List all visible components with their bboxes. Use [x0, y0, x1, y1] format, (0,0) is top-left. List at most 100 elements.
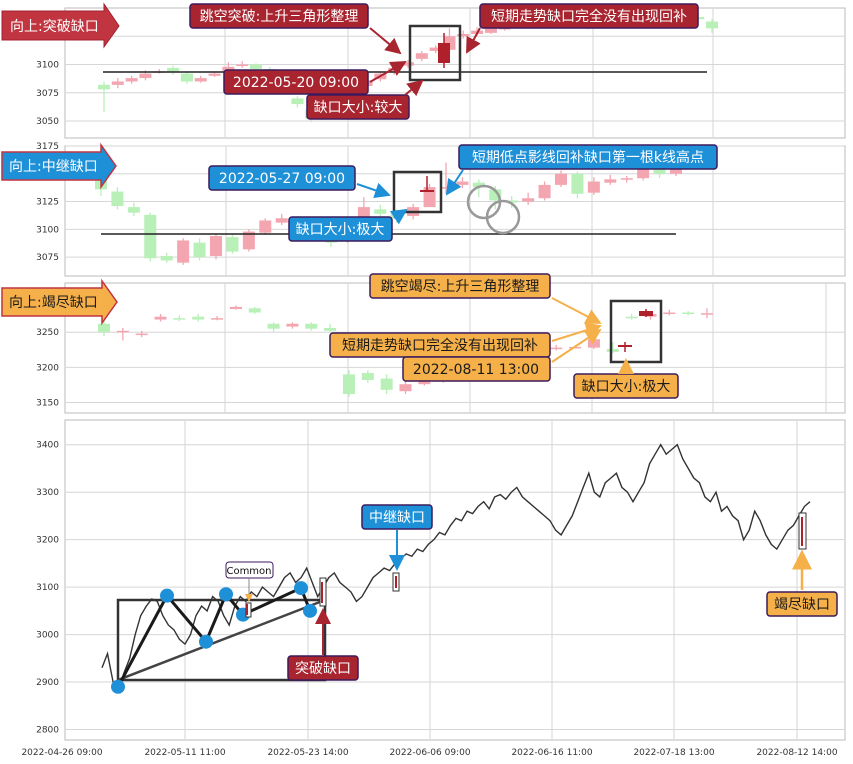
candle-body — [286, 323, 299, 327]
candle-body — [402, 62, 414, 66]
panel-overview-x-ticks: 2022-04-26 09:00 2022-05-11 11:00 2022-05-… — [21, 748, 837, 758]
gap-candle-body — [618, 345, 632, 347]
panel-exhaustion-grid — [66, 283, 844, 413]
annot-exhaustion-title-box — [369, 273, 551, 299]
x-tick-label: 2022-04-26 09:00 — [21, 748, 102, 758]
label-common: Common — [226, 566, 271, 577]
y-tick-label: 3100 — [36, 583, 59, 593]
panel-overview: 2800 2900 3000 3100 3200 3300 3400 2022-04-26 … — [21, 419, 846, 758]
candle-body — [305, 323, 318, 329]
candle-body — [706, 21, 718, 29]
candle-body — [522, 198, 535, 202]
tag-exhaustion: 向上:竭尽缺口 — [1, 278, 118, 326]
annot-runaway-size: 缺口大小:极大 — [296, 222, 385, 238]
candle-body — [135, 333, 148, 336]
candle-body — [154, 316, 167, 320]
candle-body — [210, 236, 222, 256]
candle-body — [127, 207, 140, 213]
y-tick-label: 3100 — [36, 61, 59, 71]
annot-exhaustion-size: 缺口大小:极大 — [582, 379, 671, 395]
annot-arrow — [404, 79, 424, 97]
candle-body — [374, 209, 387, 214]
pivot-dot — [303, 603, 317, 618]
tag-breakaway: 向上:突破缺口 — [1, 2, 120, 49]
label-exhaustion-box — [766, 591, 838, 617]
candle-body — [291, 98, 304, 105]
tag-runaway: 向上:中继缺口 — [1, 142, 117, 190]
candle-body — [587, 181, 600, 193]
y-tick-label: 3075 — [36, 89, 59, 99]
candle-body — [606, 349, 619, 352]
candle-body — [555, 173, 567, 185]
candle-body — [111, 81, 124, 85]
y-tick-label: 3000 — [36, 631, 59, 641]
annot-arrow — [551, 297, 602, 324]
x-tick-label: 2022-05-23 14:00 — [267, 748, 348, 758]
annot-arrow — [445, 169, 464, 196]
candle-body — [98, 84, 110, 90]
label-runaway-box — [361, 504, 433, 530]
annot-breakaway-time: 2022-05-20 09:00 — [233, 75, 359, 91]
y-tick-label: 3300 — [36, 488, 59, 498]
candle-body — [111, 191, 124, 206]
candle-body — [625, 316, 638, 319]
y-tick-label: 3150 — [36, 398, 59, 408]
candle-body — [701, 313, 713, 315]
label-exhaustion: 竭尽缺口 — [774, 597, 830, 613]
candle-body — [489, 189, 502, 201]
gap-candle-body — [639, 311, 653, 316]
candle-body — [160, 256, 173, 261]
annot-arrow — [369, 27, 402, 55]
y-tick-label: 3125 — [36, 198, 59, 208]
pivot-dot — [111, 679, 125, 694]
y-tick-label: 3175 — [36, 142, 59, 152]
x-tick-label: 2022-07-18 13:00 — [633, 748, 714, 758]
candle-body — [250, 64, 262, 70]
candle-body — [682, 312, 695, 315]
tag-exhaustion-text: 向上:竭尽缺口 — [9, 295, 98, 311]
pivot-dot — [199, 634, 213, 649]
candle-body — [194, 78, 207, 82]
panel-runaway: 30753100312531503175 向上:中继缺口 2022-05-27 … — [1, 142, 846, 277]
candle-body — [275, 218, 288, 223]
candle-body — [620, 178, 633, 180]
annot-breakaway-title-box — [189, 3, 369, 29]
y-tick-label: 3200 — [36, 363, 59, 373]
candle-body — [415, 53, 428, 59]
candle-body — [192, 316, 205, 320]
x-tick-label: 2022-06-06 09:00 — [389, 748, 470, 758]
y-tick-label: 3100 — [36, 225, 59, 235]
annot-exhaustion-time: 2022-08-11 13:00 — [413, 362, 539, 378]
x-tick-label: 2022-08-12 14:00 — [756, 748, 837, 758]
candle-body — [653, 169, 666, 174]
pivot-dot — [294, 581, 308, 596]
y-tick-label: 3075 — [36, 253, 59, 263]
annot-arrow — [466, 27, 481, 54]
candle-body — [423, 187, 436, 208]
candle-body — [538, 184, 551, 199]
label-runaway: 中继缺口 — [369, 510, 425, 526]
candle-body — [236, 64, 249, 67]
candle-body — [173, 318, 186, 320]
exhaustion-gap-box — [609, 299, 663, 364]
candle-body — [472, 182, 485, 188]
panel-breakaway-frame — [64, 7, 846, 139]
annot-arrow — [551, 322, 602, 342]
candle-body — [456, 181, 469, 185]
runaway-gap-box — [392, 170, 443, 214]
annot-exhaustion-title: 跳空竭尽:上升三角形整理 — [381, 279, 540, 295]
label-breakaway: 突破缺口 — [295, 661, 351, 677]
annot-runaway-time: 2022-05-27 09:00 — [219, 171, 345, 187]
candle-body — [208, 73, 221, 76]
candle-body — [248, 308, 261, 313]
y-tick-label: 3050 — [36, 117, 59, 127]
candle-body — [484, 28, 497, 33]
candle-body — [177, 240, 190, 263]
annot-breakaway-title: 跳空突破:上升三角形整理 — [200, 9, 359, 25]
annot-breakaway-trend-box — [479, 3, 699, 29]
support-trendline — [117, 598, 326, 682]
candle-body — [505, 200, 518, 203]
pattern-pivots — [111, 581, 317, 694]
annot-arrow — [551, 328, 602, 363]
